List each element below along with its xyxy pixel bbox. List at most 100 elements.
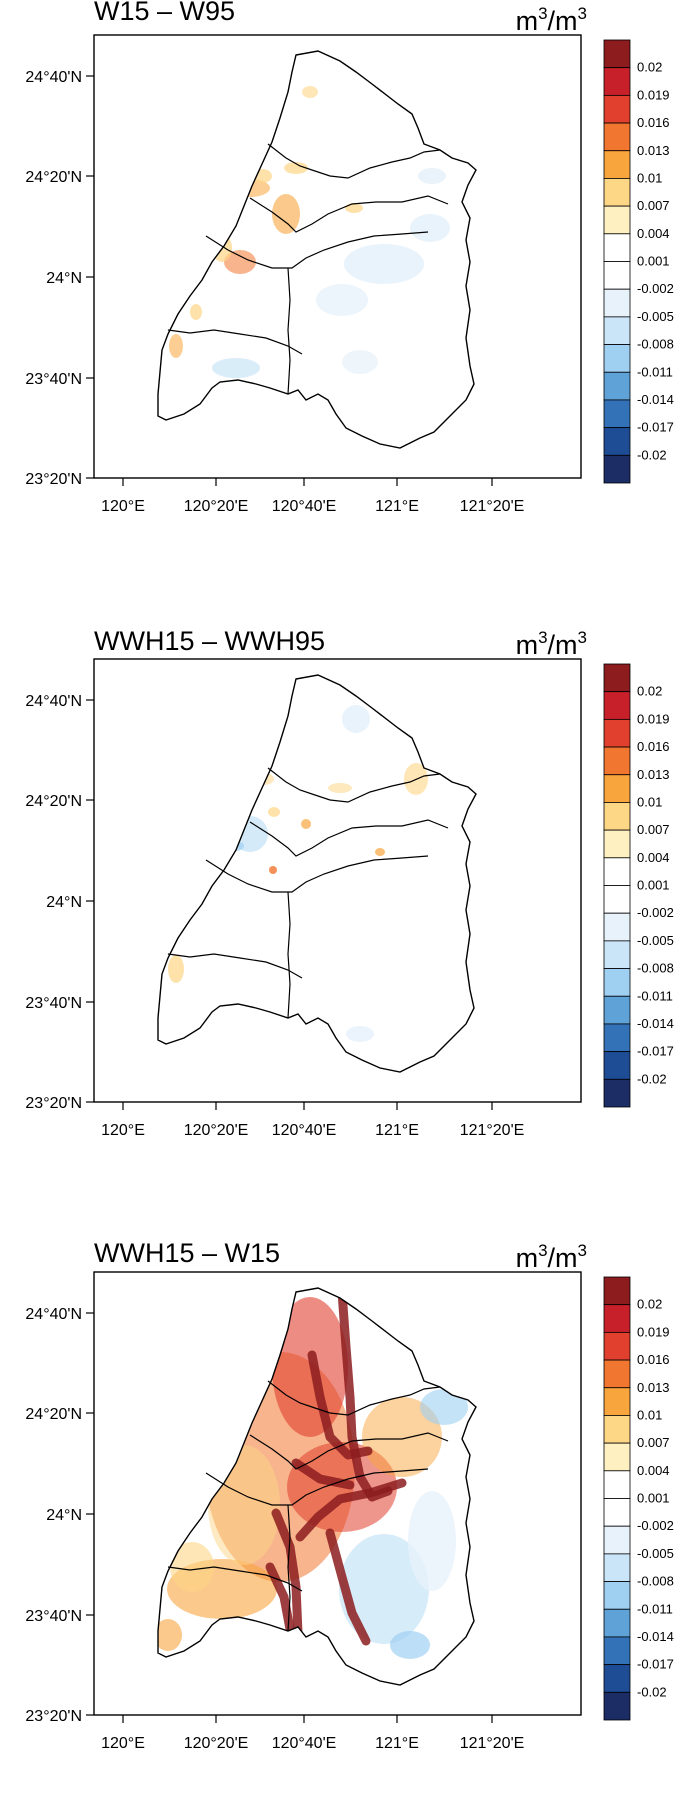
shade-patch — [342, 705, 370, 733]
shade-patch — [170, 1542, 214, 1592]
shade-patch — [169, 334, 183, 358]
units-label: m3/m3 — [516, 1241, 587, 1273]
shade-patch — [339, 1534, 429, 1644]
basin-border — [287, 267, 291, 395]
colorbar-cell — [603, 454, 631, 484]
colorbar-label: 0.004 — [637, 1463, 670, 1478]
colorbar-label: -0.011 — [637, 364, 673, 379]
panel-title: WWH15 – W15 — [94, 1238, 280, 1268]
colorbar-cell — [603, 1359, 631, 1389]
basin-border — [267, 143, 441, 179]
colorbar-label: 0.001 — [637, 254, 670, 269]
colorbar-label: -0.005 — [637, 933, 674, 948]
shade-patch — [302, 86, 318, 98]
basin-border — [167, 1566, 303, 1592]
colorbar-cell — [603, 1051, 631, 1080]
colorbar-cell — [603, 122, 631, 152]
shade-patch — [212, 358, 260, 378]
colorbar-cell — [603, 940, 631, 969]
colorbar-label: 0.016 — [637, 1352, 670, 1367]
shade-ridge — [271, 1508, 303, 1638]
basin-border — [205, 1468, 429, 1506]
lat-label: 24°20'N — [25, 1406, 82, 1423]
map-panel: W15 – W95 24°40'N 24°20'N 24°N 23°40'N 23°20… — [25, 0, 674, 515]
colorbar-label: 0.004 — [637, 850, 670, 865]
colorbar-cell — [603, 1691, 631, 1721]
colorbar-cell — [603, 995, 631, 1025]
colorbar-cell — [603, 261, 631, 290]
shade-patch — [272, 194, 300, 234]
colorbar-cell — [603, 399, 631, 429]
colorbar-label: 0.02 — [637, 60, 662, 75]
units-label: m3/m3 — [516, 4, 587, 36]
colorbar-cell — [603, 746, 631, 776]
lon-label: 121°E — [375, 1735, 419, 1752]
lat-label: 24°N — [46, 1507, 82, 1524]
colorbar-cell — [603, 912, 631, 942]
colorbar-cell — [603, 1442, 631, 1472]
colorbar-cell — [603, 857, 631, 886]
colorbar-cell — [603, 774, 631, 803]
lon-label: 120°20'E — [184, 498, 249, 515]
panel-title: W15 – W95 — [94, 0, 235, 26]
lat-label: 23°20'N — [25, 1708, 82, 1725]
colorbar-cell — [603, 1276, 631, 1306]
lat-label: 24°40'N — [25, 693, 82, 710]
colorbar-cell — [603, 1581, 631, 1610]
basin-border — [267, 767, 441, 803]
colorbar-cell — [603, 1078, 631, 1108]
colorbar-label: -0.011 — [637, 988, 673, 1003]
units-label: m3/m3 — [516, 628, 587, 660]
colorbar-label: 0.007 — [637, 198, 670, 213]
colorbar-label: 0.02 — [637, 1297, 662, 1312]
panel-wwh15-wwh95: WWH15 – WWH95 24°40'N 24°20'N 24°N 23°40'N 2… — [0, 624, 685, 1184]
lon-label: 121°E — [375, 498, 419, 515]
shade-patch — [375, 848, 385, 856]
colorbar-label: -0.017 — [637, 1657, 674, 1672]
colorbar-label: 0.019 — [637, 711, 670, 726]
lat-label: 24°N — [46, 894, 82, 911]
basin-border — [287, 891, 291, 1019]
map-panel: WWH15 – W15 24°40'N 24°20'N 24°N 23°40'N 23°… — [25, 1238, 674, 1752]
colorbar-label: 0.007 — [637, 822, 670, 837]
shade-ridge — [307, 1350, 373, 1460]
colorbar: 0.02 0.019 0.016 0.013 0.01 0.007 0.004 0.001 -0… — [603, 1276, 674, 1721]
colorbar-cell — [603, 663, 631, 693]
colorbar-label: 0.013 — [637, 767, 670, 782]
colorbar-cell — [603, 178, 631, 207]
colorbar-label: 0.004 — [637, 226, 670, 241]
basin-border — [205, 231, 429, 269]
colorbar-label: 0.02 — [637, 684, 662, 699]
colorbar-cell — [603, 1415, 631, 1444]
lon-label: 120°40'E — [272, 498, 337, 515]
colorbar-label: -0.002 — [637, 1518, 674, 1533]
shade-patch — [190, 304, 202, 320]
lat-label: 23°20'N — [25, 471, 82, 488]
colorbar-cell — [603, 968, 631, 997]
lon-label: 121°20'E — [460, 498, 525, 515]
colorbar-cell — [603, 1525, 631, 1555]
colorbar-cell — [603, 1608, 631, 1638]
lat-label: 23°40'N — [25, 995, 82, 1012]
lat-label: 23°20'N — [25, 1095, 82, 1112]
shade-patch — [269, 866, 277, 874]
colorbar-label: -0.005 — [637, 309, 674, 324]
colorbar-label: -0.02 — [637, 1684, 667, 1699]
colorbar-cell — [603, 829, 631, 859]
colorbar-cell — [603, 94, 631, 124]
panel-wwh15-w15: WWH15 – W15 24°40'N 24°20'N 24°N 23°40'N 23°… — [0, 1237, 685, 1797]
colorbar-cell — [603, 427, 631, 456]
colorbar-cell — [603, 802, 631, 831]
colorbar-label: -0.002 — [637, 905, 674, 920]
colorbar-cell — [603, 205, 631, 235]
shade-patch — [328, 783, 352, 793]
basin-border — [205, 855, 429, 893]
shade-patch — [362, 1397, 442, 1477]
colorbar-label: 0.016 — [637, 739, 670, 754]
basin-outline — [157, 674, 477, 1073]
shade-patch — [158, 1619, 182, 1651]
colorbar-cell — [603, 288, 631, 318]
shade-patch — [316, 284, 368, 316]
colorbar-label: -0.017 — [637, 420, 674, 435]
colorbar-label: -0.014 — [637, 1016, 674, 1031]
